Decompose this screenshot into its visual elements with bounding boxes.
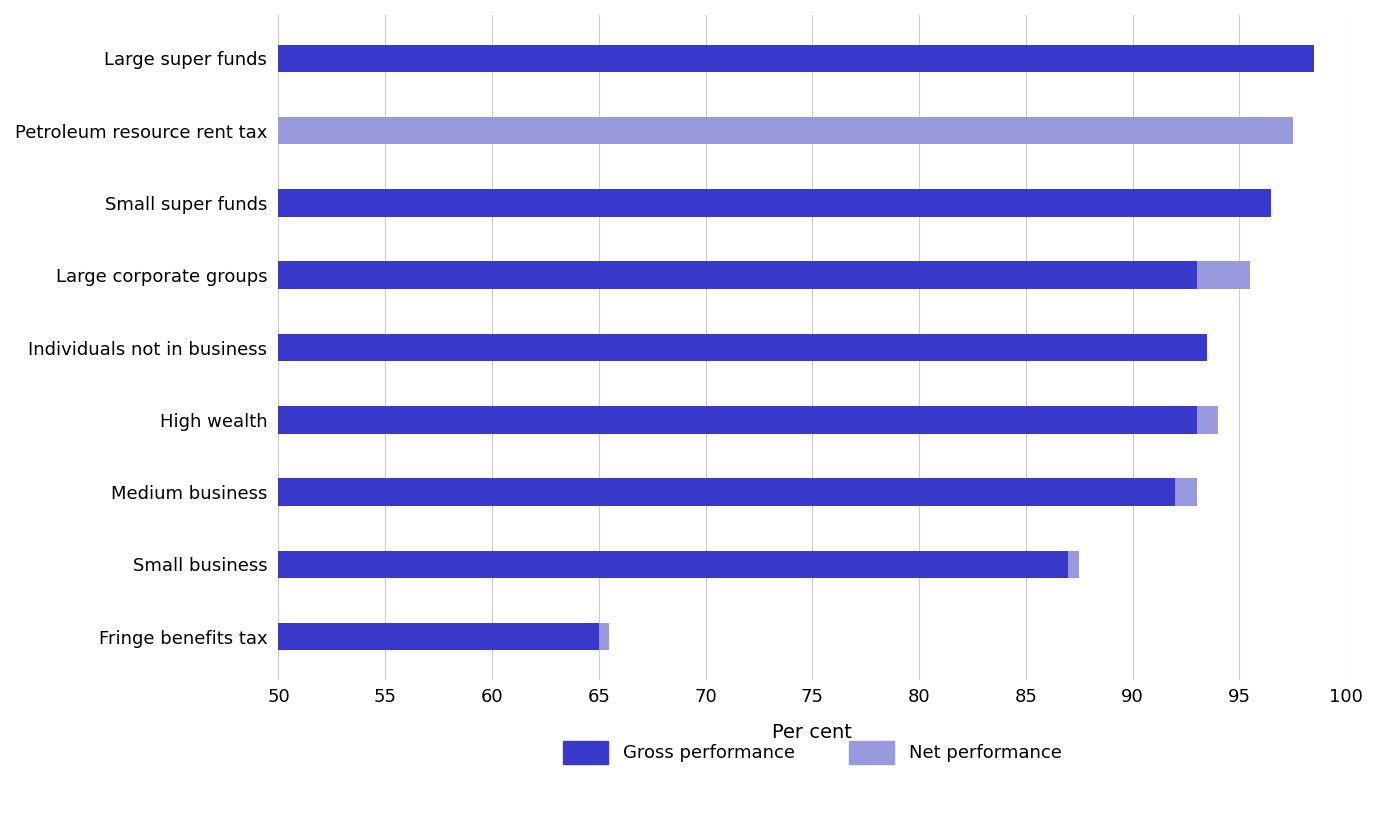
Bar (278, 551, 1068, 578)
Legend: Gross performance, Net performance: Gross performance, Net performance (555, 735, 1068, 770)
Bar (278, 406, 1196, 433)
Bar (278, 334, 1207, 361)
Bar (278, 478, 1175, 506)
Bar (278, 45, 1315, 72)
Bar (278, 261, 1196, 289)
Bar (278, 189, 1272, 216)
Bar (278, 406, 1218, 433)
Bar (278, 478, 1196, 506)
Bar (278, 261, 1250, 289)
Bar (278, 623, 609, 651)
X-axis label: Per cent: Per cent (772, 723, 852, 742)
Bar (278, 623, 599, 651)
Bar (278, 551, 1079, 578)
Bar (278, 117, 1293, 145)
